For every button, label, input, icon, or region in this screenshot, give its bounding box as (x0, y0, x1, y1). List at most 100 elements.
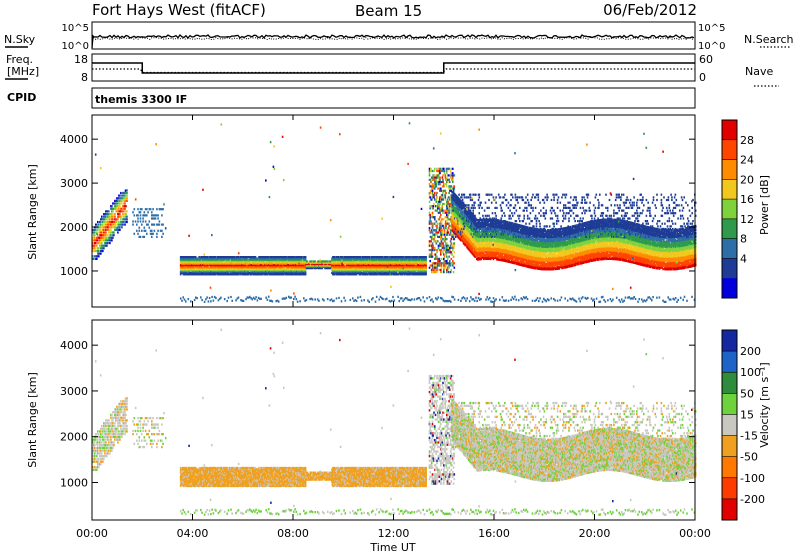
power-cell-25 (94, 237, 96, 239)
power-cell-3893 (434, 249, 436, 251)
power-cell-3885 (433, 174, 435, 176)
power-cell-3830 (432, 262, 434, 264)
power-cell-4047 (440, 196, 442, 198)
power-cell-4297 (451, 247, 453, 249)
power-cell-4097 (442, 199, 444, 201)
power-cell-4286 (450, 220, 452, 222)
power-cell-4381 (454, 174, 456, 176)
power-cell-4144 (445, 249, 447, 251)
noise-search-trace (92, 38, 694, 49)
power-cell-4133 (444, 234, 446, 236)
power-cell-364 (126, 216, 128, 218)
power-cell-4203 (446, 185, 448, 187)
power-cell-416 (147, 224, 149, 226)
power-cell-94 (101, 242, 103, 244)
power-cell-4188 (446, 242, 448, 244)
power-cell-391 (140, 220, 142, 222)
power-cell-3914 (435, 253, 437, 255)
power-cell-4054 (441, 264, 443, 266)
power-cell-4066 (441, 223, 443, 225)
power-cell-4173 (445, 192, 447, 194)
power-cell-4235 (448, 205, 450, 207)
power-cell-194 (110, 234, 112, 236)
power-cell-3810 (430, 168, 432, 170)
power-cell-4282 (450, 240, 452, 242)
power-cell-4242 (448, 267, 450, 269)
power-cell-4348 (453, 256, 455, 258)
power-cell-459 (161, 214, 163, 216)
power-cell-384 (137, 214, 139, 216)
power-cell-4134 (444, 231, 446, 233)
power-cell-3931 (436, 220, 438, 222)
power-cell-3809 (430, 170, 432, 172)
power-cell-4026 (439, 179, 441, 181)
power-cell-4310 (451, 177, 453, 179)
power-cell-3884 (433, 179, 435, 181)
power-cell-4002 (439, 188, 441, 190)
power-cell-4298 (451, 242, 453, 244)
power-cell-3963 (437, 258, 439, 260)
power-cell-4069 (441, 199, 443, 201)
power-cell-4140 (444, 170, 446, 172)
power-cell-223 (112, 213, 114, 215)
power-cell-4725 (462, 210, 464, 212)
power-cell-3993 (439, 236, 441, 238)
power-cell-4129 (444, 256, 446, 258)
power-cell-4243 (448, 264, 450, 266)
power-cell-368 (126, 195, 128, 197)
power-cell-4044 (440, 207, 442, 209)
power-cell-4276 (449, 181, 451, 183)
power-cell-4063 (441, 234, 443, 236)
power-cell-3803 (430, 223, 432, 225)
power-cell-224 (112, 210, 114, 212)
power-cell-3900 (434, 216, 436, 218)
power-cell-366 (126, 200, 128, 202)
power-cell-154 (106, 237, 108, 239)
power-cell-3912 (435, 262, 437, 264)
power-cell-4194 (446, 220, 448, 222)
power-cell-3925 (436, 264, 438, 266)
power-cell-3959 (436, 168, 438, 170)
power-cell-367 (126, 197, 128, 199)
power-cell-3899 (434, 218, 436, 220)
power-cell-376 (134, 208, 136, 210)
power-cell-3965 (437, 236, 439, 238)
power-cell-4045 (440, 201, 442, 203)
power-cell-3894 (434, 247, 436, 249)
power-cell-280 (118, 221, 120, 223)
power-cell-4274 (449, 190, 451, 192)
power-cell-184 (109, 242, 111, 244)
power-cell-3764 (429, 240, 431, 242)
power-cell-3942 (436, 269, 438, 271)
power-cell-346 (124, 202, 126, 204)
power-cell-320 (122, 224, 124, 226)
power-cell-390 (140, 236, 142, 238)
power-cell-371 (132, 224, 134, 226)
power-cell-4245 (448, 256, 450, 258)
power-cell-3807 (430, 185, 432, 187)
power-cell-310 (121, 226, 123, 228)
power-cell-4119 (443, 210, 445, 212)
noise-sky-trace (92, 35, 694, 48)
power-cell-4259 (448, 179, 450, 181)
power-cell-3869 (433, 271, 435, 273)
power-cell-3975 (438, 247, 440, 249)
power-cell-4145 (445, 240, 447, 242)
power-cell-4218 (447, 216, 449, 218)
power-cell-3949 (436, 234, 438, 236)
power-cell-4365 (454, 267, 456, 269)
power-cell-3815 (431, 251, 433, 253)
power-cell-3874 (433, 238, 435, 240)
nave-trace (92, 69, 695, 73)
power-cell-461 (162, 233, 164, 235)
power-cell-3896 (434, 234, 436, 236)
power-cell-52 (97, 239, 99, 241)
power-cell-447 (157, 230, 159, 232)
power-cell-4090 (442, 238, 444, 240)
power-cell-442 (156, 236, 158, 238)
power-cell-222 (112, 216, 114, 218)
power-cell-4312 (451, 168, 453, 170)
power-cell-3943 (436, 267, 438, 269)
power-cell-293 (119, 213, 121, 215)
power-cell-426 (151, 230, 153, 232)
